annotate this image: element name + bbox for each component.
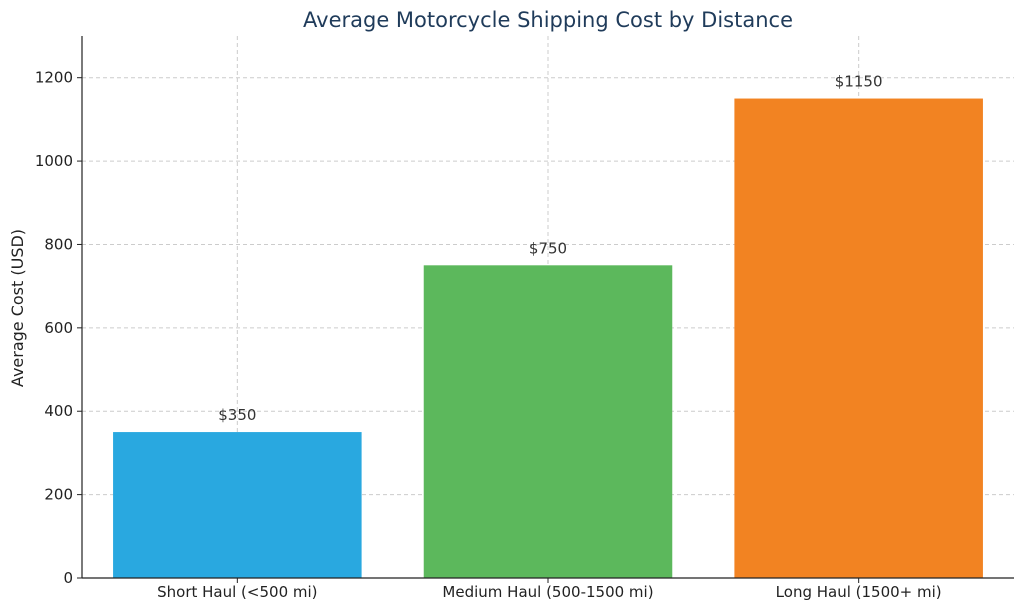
- x-tick-label: Medium Haul (500-1500 mi): [442, 583, 653, 601]
- axes: [77, 36, 1014, 583]
- chart-title: Average Motorcycle Shipping Cost by Dist…: [303, 8, 793, 32]
- y-tick-label: 400: [44, 402, 73, 420]
- y-tick-label: 200: [44, 486, 73, 504]
- bar-value-label: $750: [529, 239, 567, 257]
- y-tick-label: 0: [63, 569, 73, 587]
- x-tick-label: Short Haul (<500 mi): [157, 583, 317, 601]
- y-tick-label: 800: [44, 235, 73, 253]
- y-axis-label: Average Cost (USD): [8, 229, 27, 387]
- y-tick-label: 1000: [35, 152, 73, 170]
- bar: [113, 432, 362, 578]
- bar-value-label: $350: [218, 406, 256, 424]
- bar: [734, 98, 983, 579]
- bars: [113, 98, 983, 579]
- labels: 0 200 400 600 800 1000 1200 $350 Short Haul (<50…: [35, 69, 942, 601]
- y-tick-label: 1200: [35, 69, 73, 87]
- x-tick-label: Long Haul (1500+ mi): [776, 583, 942, 601]
- bar-value-label: $1150: [835, 73, 883, 91]
- y-tick-label: 600: [44, 319, 73, 337]
- bar: [423, 265, 673, 578]
